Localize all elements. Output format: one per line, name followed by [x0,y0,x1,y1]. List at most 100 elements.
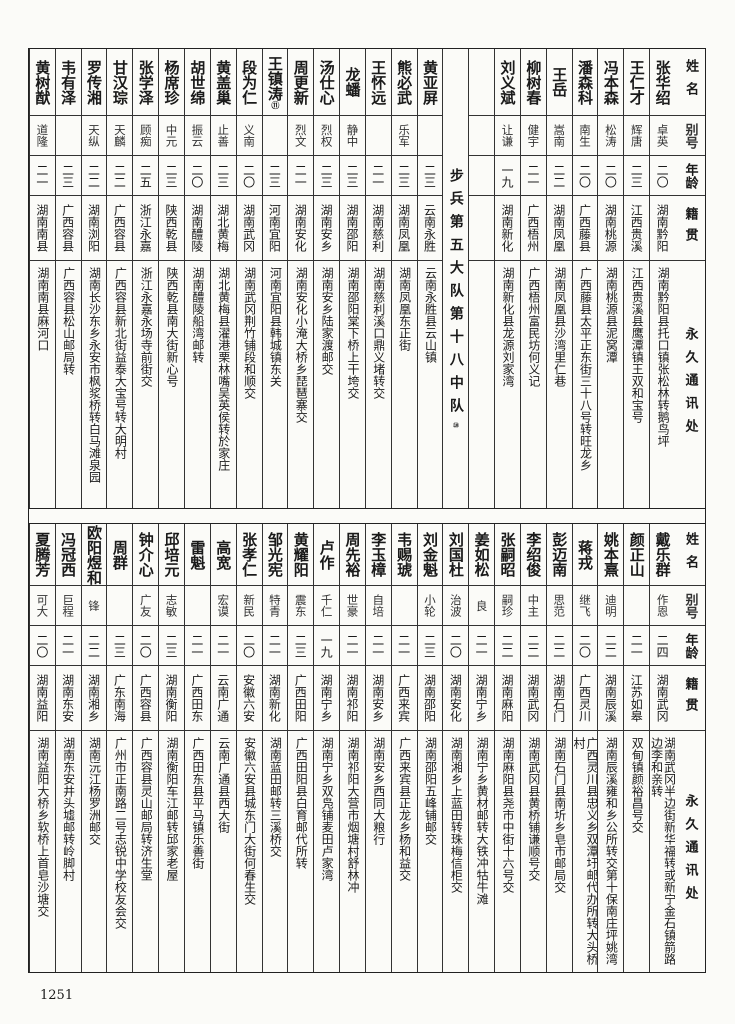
address-text: 湖南东安井头墟邮转岭脚村 [61,737,76,881]
cell-alias: 道隆 [29,116,55,156]
address-text: 湖南沅江杨罗洲邮交 [87,737,102,845]
person-column: 姚本熹 迪明 二二 湖南辰溪 湖南辰溪雍和乡公所转交第十保南庄坪姚湾 [597,524,624,972]
age-text: 二三 [164,633,179,658]
name-text: 王镇涛 [265,55,284,101]
native-text: 广西藤县 [577,204,592,252]
address-text: 云南永胜县云山镇 [423,267,438,363]
age-text: 二一 [525,163,540,188]
address-text: 湖南麻阳县尧市中街十六号交 [501,737,516,893]
person-column: 颜正山 二一 江苏如皋 双甸镇颜裕昌号交 [623,524,650,972]
name-text: 邱培元 [162,532,181,577]
cell-native: 湖南衡阳 [159,666,184,731]
cell-age: 二三 [417,156,443,196]
person-column: 卢作 千仁 一九 湖南宁乡 湖南宁乡双凫铺麦田卢家湾 [313,524,340,972]
cell-address: 湖南醴陵船湾邮转 [185,261,210,508]
cell-name: 黄盖巢 [210,49,236,116]
age-text: 二一 [370,633,385,658]
age-text: 二〇 [603,163,618,188]
cell-address: 湖南麻阳县尧市中街十六号交 [495,731,520,972]
alias-text: 顾痴 [138,124,153,147]
cell-age: 二一 [55,626,81,666]
native-text: 浙江永嘉 [138,204,153,252]
person-column: 段为仁 义南 二〇 湖南武冈 湖南武冈荆竹铺段和顺交 [235,49,262,508]
header-column: 姓名 别号 年龄 籍贯 永久通讯处 [675,524,705,972]
cell-address: 江西贵溪县鹰潭镇王双和宝号 [624,261,649,508]
cell-alias: 南生 [572,116,598,156]
cell-age: 二三 [288,626,314,666]
cell-address: 湖南宁乡双凫铺麦田卢家湾 [314,731,339,972]
cell-name: 刘国杜 [443,524,469,586]
footnote-marker: ⑪ [270,100,280,109]
cell-alias: 特青 [262,586,288,626]
cell-native: 湖南安乡 [314,196,340,261]
native-text: 广西梧州 [525,204,540,252]
name-text: 龙蟠 [343,67,362,97]
name-text: 杨席珍 [162,59,181,105]
name-text: 段为仁 [240,59,259,105]
cell-native: 广东南海 [107,666,133,731]
cell-alias: 健宇 [520,116,546,156]
address-text: 广西容县松山邮局转 [61,267,76,375]
cell-alias: 天纵 [81,116,107,156]
cell-address: 广西田阳县白育邮代所转 [288,731,313,972]
name-text: 蒋戎 [576,539,595,570]
cell-age: 二一 [340,626,365,666]
alias-text: 震东 [293,594,308,617]
cell-native: 安徽六安 [236,666,262,731]
header-address: 永久通讯处 [682,794,698,909]
alias-text: 嗣珍 [500,594,515,617]
cell-name: 黄亚屏 [417,49,443,116]
age-text: 二三 [112,633,127,658]
cell-age: 二一 [288,156,314,196]
cell-native: 湖南醴陵 [184,196,210,261]
cell-age: 二五 [133,156,159,196]
alias-text: 自培 [371,594,386,617]
name-text: 黄盖巢 [214,59,233,105]
header-column: 姓名 别号 年龄 籍贯 永久通讯处 [675,49,705,508]
age-text: 二三 [293,633,308,658]
cell-age: 二三 [107,626,133,666]
cell-address: 湖南安乡西同大粮行 [366,731,391,972]
cell-alias [391,586,417,626]
native-text: 湖南宁乡 [319,674,334,722]
header-age: 年龄 [675,626,705,666]
cell-age: 二二 [546,156,572,196]
cell-name: 黄耀阳 [288,524,314,586]
cell-alias: 巨程 [55,586,81,626]
address-text: 湖南湘乡上蓝田转珠梅信柜交 [449,737,464,893]
roster-table-top: 姓名 别号 年龄 籍贯 永久通讯处 张华绍 卓英 二〇 湖南黔阳 湖南黔阳县托口镇张松林转鹅鸟坪王… [28,48,706,509]
alias-text: 继飞 [578,594,593,617]
cell-alias: 嵩南 [546,116,572,156]
native-text: 广西容县 [112,204,127,252]
cell-address: 广西来宾县正龙乡杨和益交 [392,731,417,972]
address-text: 广西容县灵山邮局转济生堂 [139,737,154,881]
cell-address: 湖南益阳大桥乡软桥上首皂沙塘交 [30,731,55,972]
age-text: 二一 [34,163,49,188]
address-text: 湖南黔阳县托口镇张松林转鹅鸟坪 [656,267,671,447]
cell-name: 欧阳煜和 [81,524,107,586]
alias-text: 广友 [138,594,153,617]
cell-native: 浙江永嘉 [133,196,159,261]
address-text: 湖南武冈县黄桥铺谦顺号交 [526,737,541,881]
age-text: 二二 [525,633,540,658]
cell-name: 王仁才 [624,49,650,116]
name-text: 刘义斌 [498,59,517,105]
cell-name: 张嗣昭 [495,524,520,586]
cell-age: 二二 [598,626,624,666]
cell-native: 湖南凤凰 [546,196,572,261]
cell-age: 二一 [624,626,650,666]
cell-age: 二〇 [184,156,210,196]
roster-table-bottom: 姓名 别号 年龄 籍贯 永久通讯处 戴乐群 作恩 二四 湖南武冈 湖南武冈半边街新华福转或新宁金石… [28,523,706,973]
cell-address: 云南永胜县云山镇 [418,261,443,508]
age-text: 二三 [267,163,282,188]
cell-alias: 震东 [288,586,314,626]
cell-name: 周更新 [288,49,314,116]
cell-age: 二二 [546,626,572,666]
address-text: 湖南辰溪雍和乡公所转交第十保南庄坪姚湾 [604,737,619,965]
cell-native: 湖南辰溪 [598,666,624,731]
cell-age: 二三 [417,626,443,666]
alias-text: 特青 [267,594,282,617]
address-text: 湖南慈利溪口鼎义堵转交 [371,267,386,399]
name-text: 周先裕 [343,532,362,577]
cell-native: 湖南邵阳 [417,666,443,731]
